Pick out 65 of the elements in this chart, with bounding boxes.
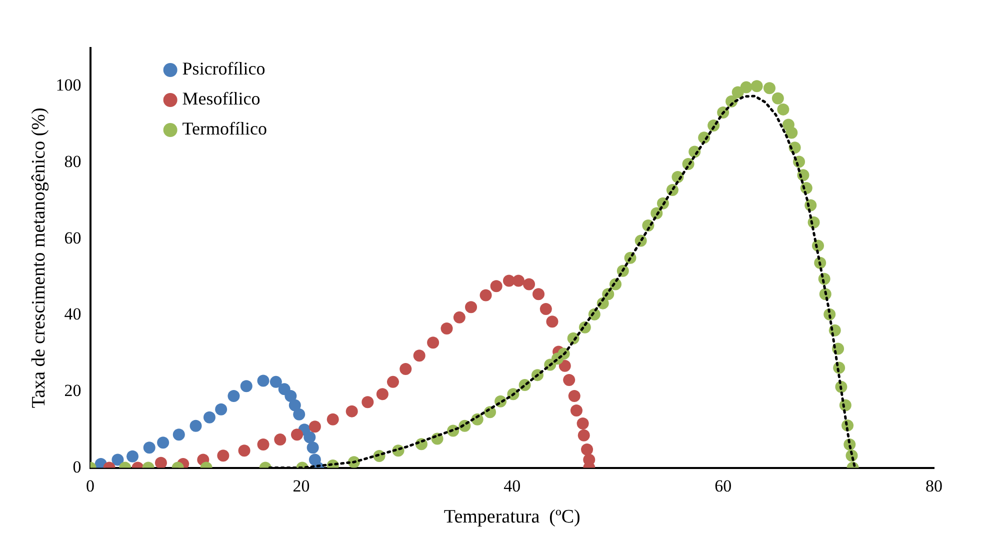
point: [306, 442, 319, 454]
point: [126, 450, 138, 462]
x-tick-label: 40: [504, 476, 521, 496]
y-tick-label: 100: [56, 76, 82, 95]
point: [304, 431, 316, 444]
point: [453, 311, 466, 324]
point: [386, 376, 399, 388]
x-tick-label: 20: [292, 476, 310, 496]
point: [203, 411, 216, 424]
legend-label: Termofílico: [182, 118, 268, 139]
point: [308, 420, 321, 433]
point: [172, 428, 185, 441]
point: [490, 280, 502, 292]
point: [532, 288, 545, 300]
point: [523, 278, 536, 290]
point: [112, 454, 124, 466]
legend-label: Psicrofílico: [182, 58, 266, 79]
point: [288, 399, 301, 412]
point: [238, 444, 250, 457]
point: [568, 390, 580, 402]
point: [546, 316, 558, 328]
y-tick-label: 80: [64, 152, 82, 171]
point: [540, 303, 552, 316]
x-tick-label: 80: [926, 476, 942, 496]
y-tick-label: 0: [72, 457, 82, 476]
point: [576, 418, 589, 430]
point: [257, 374, 270, 387]
x-axis-title: Temperatura (ºC): [444, 506, 580, 528]
point: [270, 376, 282, 388]
point: [284, 390, 297, 402]
point: [240, 380, 252, 392]
point: [512, 274, 524, 287]
point: [257, 438, 270, 451]
point: [480, 289, 492, 302]
point: [376, 388, 388, 400]
point: [190, 420, 202, 432]
point: [413, 350, 426, 362]
point: [143, 442, 156, 454]
x-tick-label: 60: [714, 476, 732, 496]
point: [274, 434, 286, 446]
point: [228, 390, 240, 402]
point: [346, 405, 358, 418]
point: [293, 408, 306, 420]
point: [217, 450, 230, 462]
point: [326, 413, 339, 426]
point: [578, 429, 590, 442]
point: [581, 443, 594, 456]
legend-label: Mesofílico: [182, 88, 260, 109]
y-tick-label: 40: [64, 304, 82, 324]
point: [563, 374, 576, 386]
point: [558, 360, 571, 372]
point: [362, 396, 374, 408]
point: [154, 456, 167, 468]
point: [440, 322, 453, 335]
point: [215, 403, 228, 416]
y-axis-title: Taxa de crescimento metanogênico (%): [28, 108, 50, 408]
point: [465, 301, 478, 314]
y-tick-label: 20: [64, 380, 82, 400]
point: [570, 404, 582, 417]
point: [427, 336, 440, 349]
y-tick-label: 60: [64, 228, 82, 248]
point: [291, 428, 304, 441]
point: [157, 436, 170, 449]
x-tick-label: 0: [86, 476, 95, 496]
point: [400, 362, 412, 375]
